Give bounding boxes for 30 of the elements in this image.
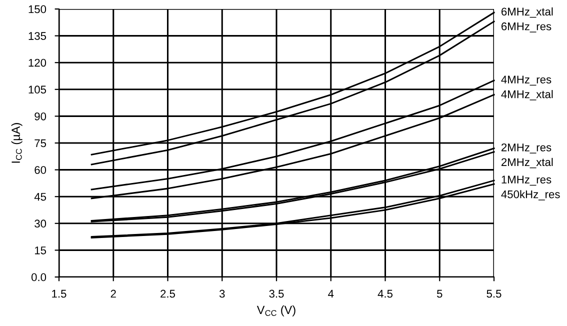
y-tick-label: 30 bbox=[34, 220, 46, 228]
series-label: 1MHz_res bbox=[502, 176, 552, 186]
series-label: 6MHz_xtal bbox=[502, 7, 553, 18]
series-label: 6MHz_res bbox=[502, 22, 552, 32]
y-tick-label: 90 bbox=[34, 112, 46, 120]
series-label: 450kHz_res bbox=[501, 190, 560, 200]
y-tick-label: 45 bbox=[34, 192, 46, 201]
x-tick-label: 2 bbox=[110, 290, 116, 298]
series-label: 2MHz_xtal bbox=[502, 158, 553, 168]
x-axis-title: V$_{CC}$ (V) bbox=[256, 305, 296, 316]
y-tick-label: 120 bbox=[28, 58, 46, 67]
x-tick-label: 1.5 bbox=[52, 290, 66, 298]
y-tick-label: 60 bbox=[34, 166, 46, 174]
y-tick-label: 0.0 bbox=[31, 273, 46, 282]
x-tick-label: 5 bbox=[436, 290, 442, 298]
x-tick-label: 4 bbox=[328, 290, 334, 298]
y-axis-title: I$_{CC}$ (µA) bbox=[11, 123, 22, 163]
x-tick-label: 3 bbox=[219, 290, 225, 298]
x-tick-label: 3.5 bbox=[269, 290, 284, 298]
series-label: 2MHz_res bbox=[502, 143, 552, 154]
series-label: 4MHz_xtal bbox=[501, 90, 553, 100]
y-tick-label: 135 bbox=[28, 32, 46, 40]
y-tick-label: 75 bbox=[34, 139, 46, 148]
x-tick-label: 5.5 bbox=[486, 290, 502, 298]
y-tick-label: 15 bbox=[34, 246, 46, 254]
x-tick-label: 2.5 bbox=[160, 290, 176, 298]
x-tick-label: 4.5 bbox=[378, 290, 393, 298]
series-label: 4MHz_res bbox=[501, 76, 552, 86]
y-tick-label: 105 bbox=[28, 86, 46, 94]
y-tick-label: 150 bbox=[28, 5, 46, 14]
